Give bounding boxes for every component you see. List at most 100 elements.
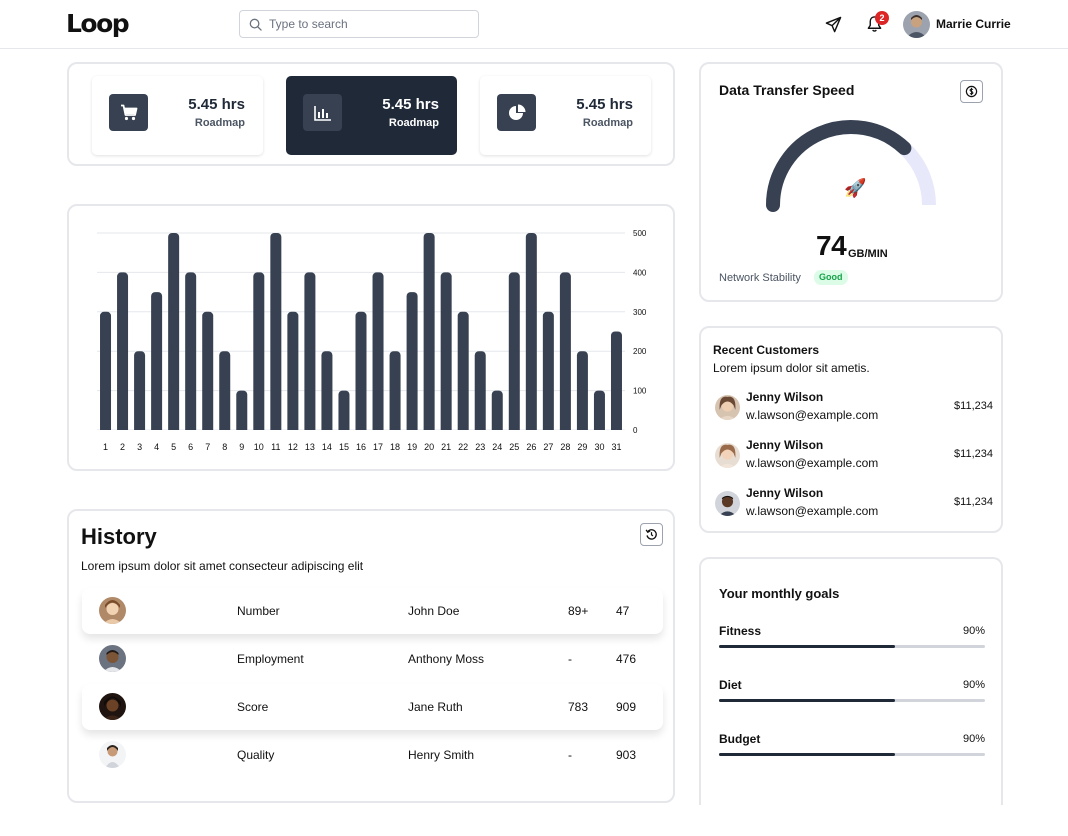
- x-tick-label: 18: [390, 442, 400, 452]
- customer-item[interactable]: Jenny Wilson w.lawson@example.com $11,23…: [713, 485, 993, 521]
- bar-18[interactable]: [389, 351, 401, 434]
- chart-baseline: [95, 430, 627, 436]
- history-value-2: 909: [616, 700, 637, 714]
- history-row[interactable]: Number John Doe 89+ 47: [82, 588, 663, 634]
- top-header: Loop 2 Marrie Currie: [0, 0, 1068, 49]
- speed-value: 74: [816, 230, 847, 261]
- user-name[interactable]: Marrie Currie: [936, 17, 1011, 31]
- bar-13[interactable]: [304, 272, 316, 434]
- customer-item[interactable]: Jenny Wilson w.lawson@example.com $11,23…: [713, 389, 993, 425]
- history-label: Number: [237, 604, 280, 618]
- x-tick-label: 1: [103, 442, 108, 452]
- speed-settings-button[interactable]: [960, 80, 983, 103]
- goal-label: Diet: [719, 678, 742, 692]
- customers-subtitle: Lorem ipsum dolor sit ametis.: [713, 361, 870, 375]
- history-name: Henry Smith: [408, 748, 475, 762]
- y-tick-label: 300: [633, 308, 647, 317]
- speed-gauge: [766, 120, 936, 212]
- x-tick-label: 7: [205, 442, 210, 452]
- bar-26[interactable]: [525, 233, 537, 434]
- bar-10[interactable]: [253, 272, 265, 434]
- cart-icon: [120, 104, 137, 121]
- x-tick-label: 31: [611, 442, 621, 452]
- bar-3[interactable]: [134, 351, 146, 434]
- bar-2[interactable]: [117, 272, 129, 434]
- bar-25[interactable]: [508, 272, 520, 434]
- history-row[interactable]: Employment Anthony Moss - 476: [82, 636, 663, 682]
- x-tick-label: 22: [458, 442, 468, 452]
- status-badge: Good: [814, 270, 848, 285]
- bar-27[interactable]: [542, 311, 554, 434]
- history-row[interactable]: Quality Henry Smith - 903: [82, 732, 663, 778]
- x-tick-label: 3: [137, 442, 142, 452]
- history-title: History: [81, 524, 157, 549]
- x-tick-label: 24: [492, 442, 502, 452]
- bar-28[interactable]: [559, 272, 571, 434]
- bar-5[interactable]: [168, 233, 180, 434]
- bar-11[interactable]: [270, 233, 282, 434]
- customer-amount: $11,234: [954, 448, 993, 460]
- bar-17[interactable]: [372, 272, 384, 434]
- history-label: Score: [237, 700, 269, 714]
- avatar: [715, 443, 740, 468]
- avatar: [99, 597, 126, 624]
- bar-16[interactable]: [355, 311, 367, 434]
- history-refresh-button[interactable]: [640, 523, 663, 546]
- bar-24[interactable]: [491, 390, 503, 434]
- y-tick-label: 400: [633, 268, 647, 277]
- bar-20[interactable]: [423, 233, 435, 434]
- stat-card-1[interactable]: 5.45 hrs Roadmap: [92, 76, 263, 155]
- rocket-icon: 🚀: [844, 178, 867, 198]
- bar-15[interactable]: [338, 390, 350, 434]
- avatar: [99, 693, 126, 720]
- user-avatar[interactable]: [903, 11, 930, 38]
- search-box[interactable]: [239, 10, 479, 38]
- x-tick-label: 20: [424, 442, 434, 452]
- bar-8[interactable]: [219, 351, 231, 434]
- bar-29[interactable]: [576, 351, 588, 434]
- customer-name: Jenny Wilson: [746, 438, 824, 452]
- customers-title: Recent Customers: [713, 343, 820, 357]
- logo[interactable]: Loop: [66, 9, 130, 38]
- stat-card-2[interactable]: 5.45 hrs Roadmap: [286, 76, 457, 155]
- bar-23[interactable]: [474, 351, 486, 434]
- bar-9[interactable]: [236, 390, 248, 434]
- customer-email: w.lawson@example.com: [746, 408, 879, 422]
- customer-amount: $11,234: [954, 496, 993, 508]
- bar-19[interactable]: [406, 292, 418, 434]
- goal-progress-track: [719, 699, 985, 702]
- recent-customers-panel: Recent Customers Lorem ipsum dolor sit a…: [699, 326, 1003, 533]
- send-button[interactable]: [823, 14, 843, 34]
- history-row[interactable]: Score Jane Ruth 783 909: [82, 684, 663, 730]
- x-tick-label: 4: [154, 442, 159, 452]
- search-input[interactable]: [269, 17, 459, 31]
- x-tick-label: 8: [222, 442, 227, 452]
- bar-21[interactable]: [440, 272, 452, 434]
- history-label: Quality: [237, 748, 275, 762]
- bar-30[interactable]: [593, 390, 605, 434]
- stat-card-3[interactable]: 5.45 hrs Roadmap: [480, 76, 651, 155]
- bar-14[interactable]: [321, 351, 333, 434]
- goal-progress-fill: [719, 645, 895, 648]
- y-tick-label: 100: [633, 387, 647, 396]
- stats-panel: 5.45 hrs Roadmap 5.45 hrs Roadmap 5.45 h…: [67, 62, 675, 166]
- stat-label: Roadmap: [388, 117, 439, 129]
- bar-12[interactable]: [287, 311, 299, 434]
- goal-percent: 90%: [962, 625, 985, 637]
- history-name: Anthony Moss: [408, 652, 485, 666]
- bar-6[interactable]: [185, 272, 197, 434]
- avatar: [715, 491, 740, 516]
- x-tick-label: 30: [594, 442, 604, 452]
- stat-icon-box: [303, 94, 342, 131]
- x-tick-label: 19: [407, 442, 417, 452]
- customer-email: w.lawson@example.com: [746, 456, 879, 470]
- customer-item[interactable]: Jenny Wilson w.lawson@example.com $11,23…: [713, 437, 993, 473]
- history-value-1: 783: [568, 700, 589, 714]
- bar-22[interactable]: [457, 311, 469, 434]
- bar-4[interactable]: [151, 292, 163, 434]
- bar-1[interactable]: [100, 311, 112, 434]
- notification-badge: 2: [875, 11, 889, 25]
- bar-31[interactable]: [610, 331, 622, 435]
- goal-progress-fill: [719, 753, 895, 756]
- bar-7[interactable]: [202, 311, 214, 434]
